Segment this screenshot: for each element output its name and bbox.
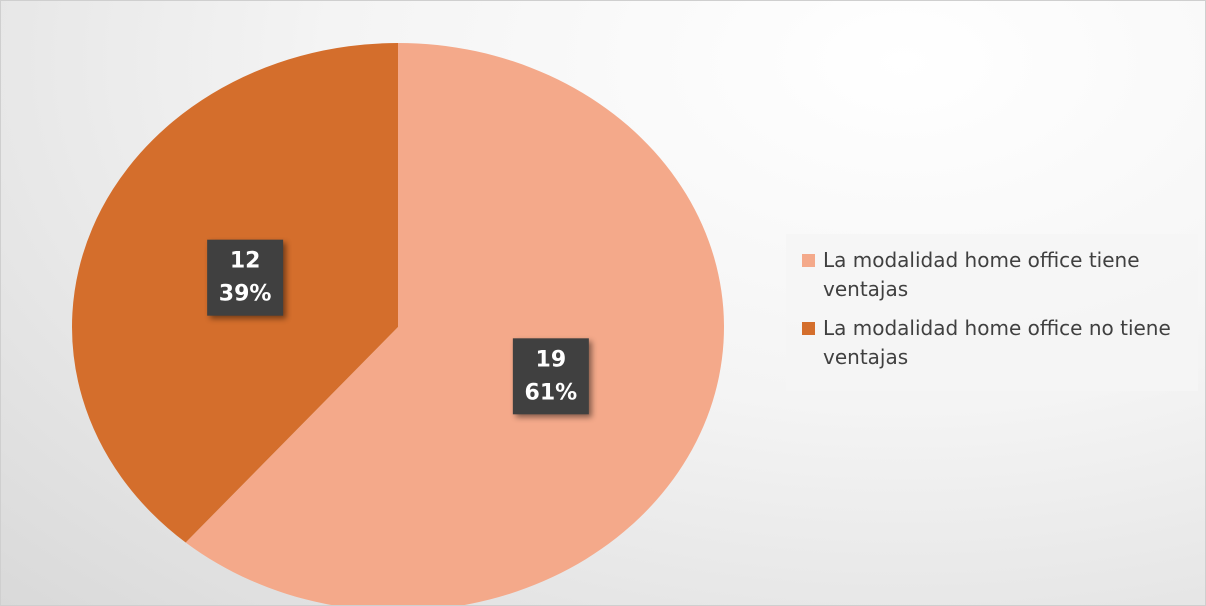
- legend: La modalidad home office tiene ventajas L…: [786, 234, 1198, 391]
- legend-label: La modalidad home office tiene ventajas: [823, 248, 1140, 301]
- data-label-value: 12: [230, 249, 261, 274]
- legend-swatch: [802, 322, 815, 335]
- pie-slice: [185, 43, 724, 605]
- data-label-percent: 61%: [525, 380, 578, 405]
- data-label-value: 19: [536, 347, 567, 372]
- data-label-percent: 39%: [219, 282, 272, 307]
- legend-entry: La modalidad home office no tiene ventaj…: [802, 314, 1188, 372]
- data-label-box: [207, 239, 284, 316]
- legend-entry: La modalidad home office tiene ventajas: [802, 246, 1188, 304]
- data-label-box: [512, 338, 589, 415]
- legend-label: La modalidad home office no tiene ventaj…: [823, 316, 1171, 369]
- legend-swatch: [802, 254, 815, 267]
